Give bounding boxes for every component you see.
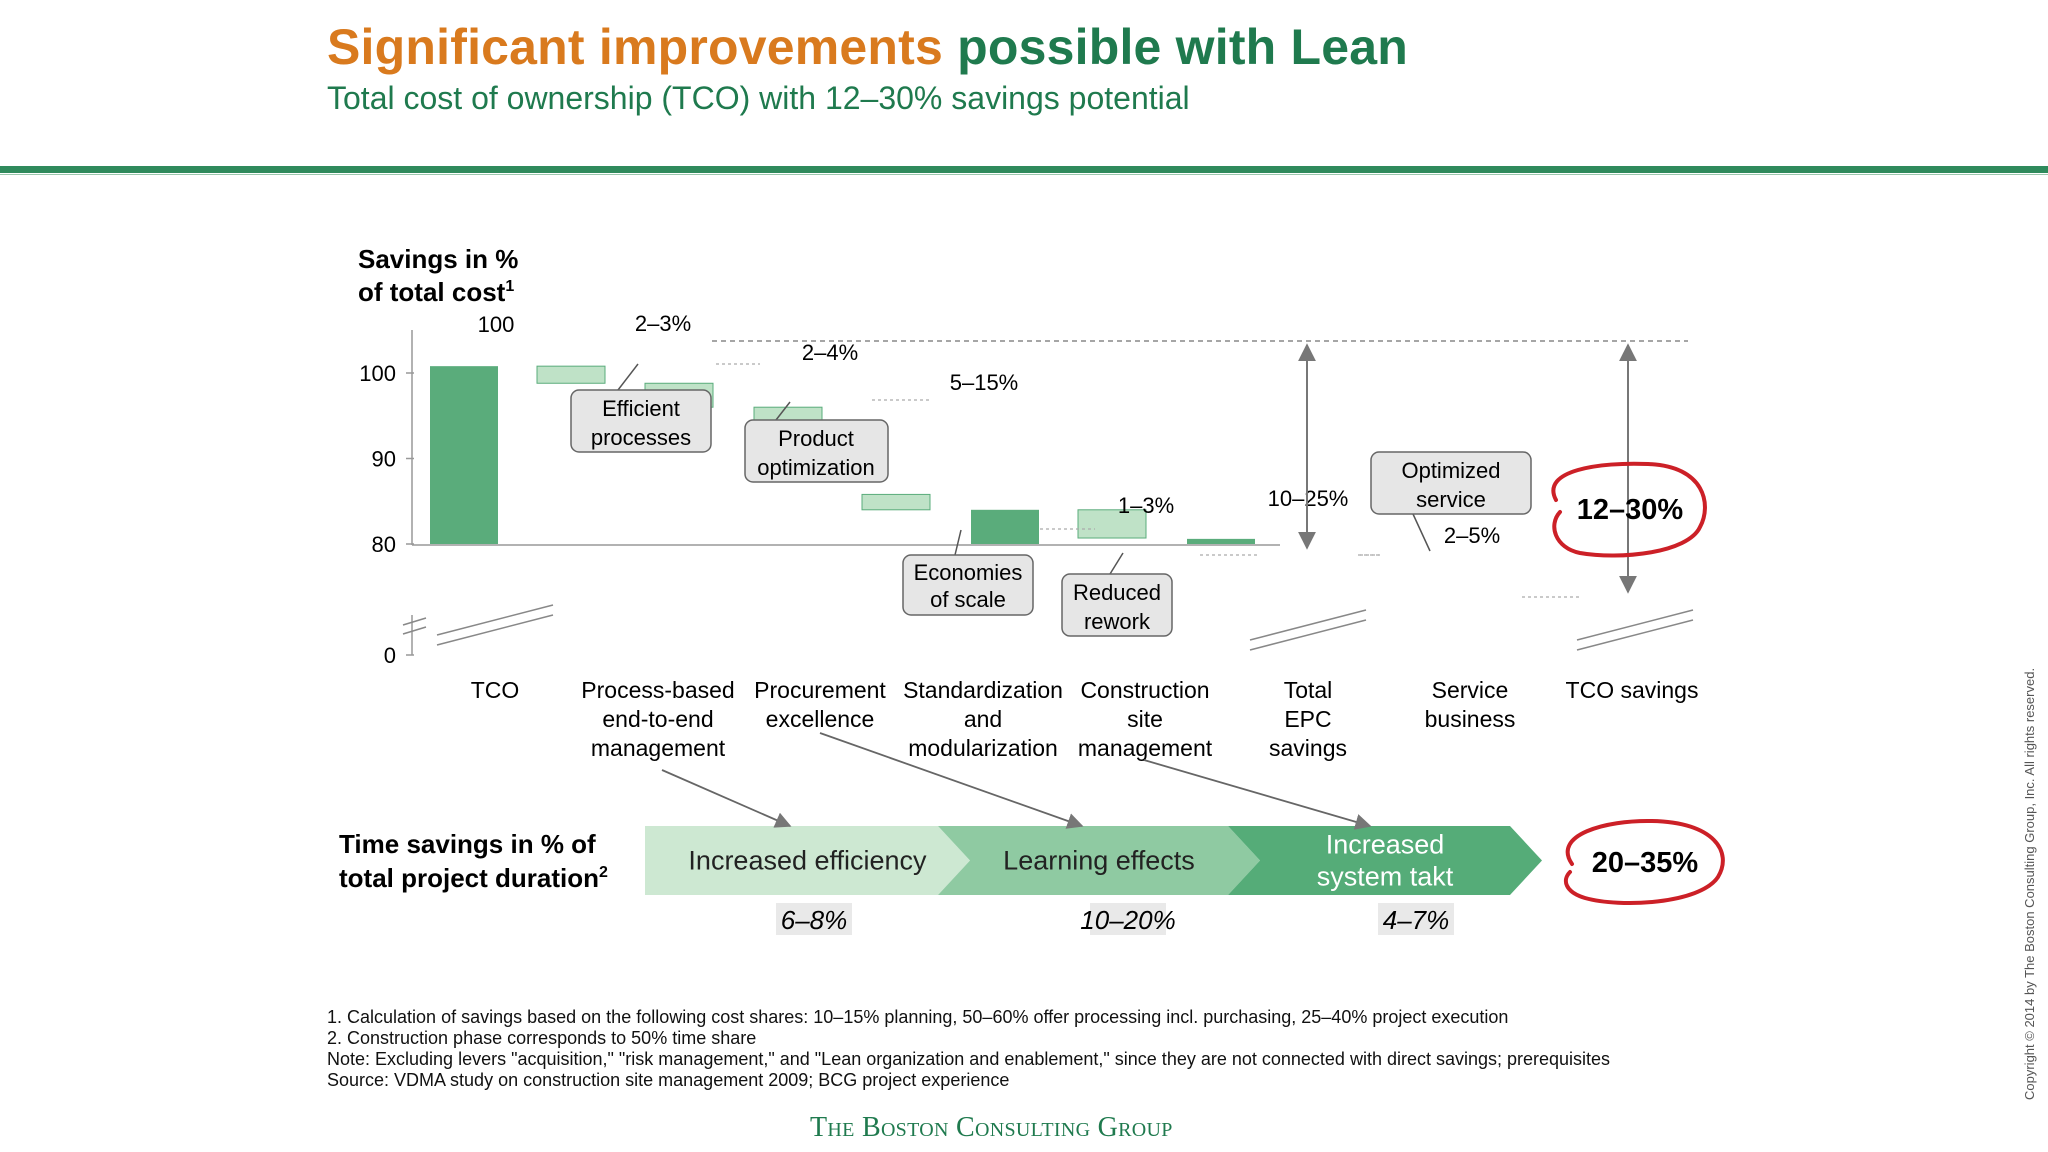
bar-label-procurement: 2–4%	[802, 340, 858, 365]
callout-reduced-line2: rework	[1084, 609, 1151, 634]
category-label: management	[1078, 735, 1213, 761]
category-label: and	[964, 706, 1002, 732]
y-tick-label: 90	[372, 447, 396, 472]
callout-economies-line1: Economies	[914, 560, 1023, 585]
y-axis-title-line2: of total cost1	[358, 277, 514, 307]
category-label: EPC	[1284, 706, 1331, 732]
chevron-label: system takt	[1317, 862, 1454, 892]
bar-5	[862, 494, 930, 509]
time-savings-total: 20–35%	[1592, 847, 1699, 879]
y-axis-title-sup: 1	[505, 278, 514, 295]
category-label: end-to-end	[602, 706, 713, 732]
callout-reduced-line1: Reduced	[1073, 580, 1161, 605]
callout-service-line1: Optimized	[1401, 458, 1500, 483]
tco-savings-value: 12–30%	[1577, 494, 1684, 526]
time-savings-highlight: 20–35%	[1566, 821, 1723, 903]
category-label: TCO savings	[1566, 677, 1699, 703]
bar-label-construction: 1–3%	[1118, 493, 1174, 518]
footnote-note: Note: Excluding levers "acquisition," "r…	[327, 1049, 1610, 1070]
y-axis-title-line2-text: of total cost	[358, 277, 506, 307]
bar-label-standardization: 5–15%	[950, 370, 1019, 395]
category-label: business	[1425, 706, 1516, 732]
time-value-1: 6–8%	[781, 905, 848, 935]
tco-savings-highlight: 12–30%	[1553, 464, 1705, 556]
time-savings-title-sup: 2	[599, 864, 608, 881]
time-value-3: 4–7%	[1383, 905, 1450, 935]
bar-label-process: 2–3%	[635, 311, 691, 336]
category-label: modularization	[908, 735, 1058, 761]
time-savings-title-line2: total project duration2	[339, 863, 608, 893]
time-savings-chevrons: Increased efficiency 6–8% Learning effects…	[645, 826, 1542, 935]
y-axis-title-line1: Savings in %	[358, 244, 518, 274]
category-label: Service	[1432, 677, 1509, 703]
bar-1	[430, 366, 498, 544]
bar-label-service: 2–5%	[1444, 523, 1500, 548]
category-label: site	[1127, 706, 1163, 732]
callout-product-line2: optimization	[757, 455, 874, 480]
time-savings-title-line2-text: total project duration	[339, 863, 599, 893]
category-labels: TCO Process-based end-to-end management Proc…	[471, 677, 1699, 761]
bar-6	[971, 510, 1039, 544]
category-label: Procurement	[754, 677, 886, 703]
callout-economies-line2: of scale	[930, 587, 1006, 612]
callout-reduced-rework: Reduced rework	[1062, 553, 1172, 636]
y-tick-label: 100	[359, 361, 396, 386]
y-ticks: 100 90 80 0	[359, 361, 414, 668]
chevron-label: Learning effects	[1003, 846, 1195, 876]
chevron-label: Increased efficiency	[688, 846, 927, 876]
time-savings-title-line1: Time savings in % of	[339, 829, 596, 859]
category-label: Construction	[1080, 677, 1209, 703]
bar-8	[1187, 539, 1255, 544]
bar-label-tco: 100	[478, 312, 515, 337]
footnote-1: 1. Calculation of savings based on the f…	[327, 1007, 1508, 1028]
category-label: savings	[1269, 735, 1347, 761]
category-label: management	[591, 735, 726, 761]
copyright-notice: Copyright © 2014 by The Boston Consultin…	[2022, 668, 2037, 1100]
callout-efficient-line2: processes	[591, 425, 691, 450]
y-axis-break	[403, 618, 426, 634]
time-value-2: 10–20%	[1080, 905, 1175, 935]
category-label: Total	[1284, 677, 1333, 703]
y-tick-label: 0	[384, 643, 396, 668]
footnote-source: Source: VDMA study on construction site …	[327, 1070, 1009, 1091]
category-label: Process-based	[581, 677, 734, 703]
waterfall-chart: Savings in % of total cost1 100 90 80 0 100…	[0, 0, 2048, 1000]
chevron-label: Increased	[1326, 830, 1445, 860]
category-label: TCO	[471, 677, 520, 703]
footnote-2: 2. Construction phase corresponds to 50%…	[327, 1028, 756, 1049]
callout-efficient-line1: Efficient	[602, 396, 680, 421]
category-label: excellence	[766, 706, 875, 732]
callout-service-line2: service	[1416, 487, 1486, 512]
bar-2	[537, 366, 605, 383]
brand-logo-text: The Boston Consulting Group	[810, 1112, 1173, 1144]
y-tick-label: 80	[372, 532, 396, 557]
category-label: Standardization	[903, 677, 1063, 703]
callout-product-line1: Product	[778, 426, 854, 451]
